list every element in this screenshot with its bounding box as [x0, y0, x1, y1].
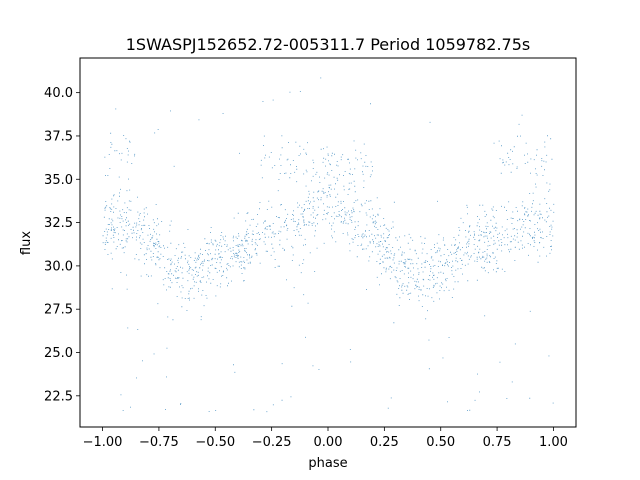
y-axis-label: flux: [19, 231, 34, 255]
y-tick-label: 32.5: [44, 216, 73, 231]
x-axis-label: phase: [308, 456, 347, 471]
y-tick-label: 30.0: [44, 259, 73, 274]
x-tick-label: 0.75: [483, 435, 512, 450]
x-tick-label: 1.00: [539, 435, 568, 450]
y-tick-label: 22.5: [44, 389, 73, 404]
x-tick-label: 0.25: [370, 435, 399, 450]
x-tick-label: −0.25: [252, 435, 292, 450]
x-tick-label: 0.00: [314, 435, 343, 450]
x-tick-label: −0.50: [195, 435, 235, 450]
y-tick-label: 35.0: [44, 173, 73, 188]
y-tick-label: 37.5: [44, 129, 73, 144]
x-axis: −1.00 −0.75 −0.50 −0.25 0.00 0.25 0.50 0.75 1.00: [83, 427, 568, 450]
x-tick-label: −1.00: [83, 435, 123, 450]
x-tick-label: 0.50: [426, 435, 455, 450]
chart-title: 1SWASPJ152652.72-005311.7 Period 1059782…: [126, 35, 531, 54]
y-tick-label: 40.0: [44, 86, 73, 101]
y-tick-label: 27.5: [44, 303, 73, 318]
y-tick-label: 25.0: [44, 346, 73, 361]
y-axis: 22.5 25.0 27.5 30.0 32.5 35.0 37.5 40.0: [44, 86, 80, 404]
x-tick-label: −0.75: [139, 435, 179, 450]
